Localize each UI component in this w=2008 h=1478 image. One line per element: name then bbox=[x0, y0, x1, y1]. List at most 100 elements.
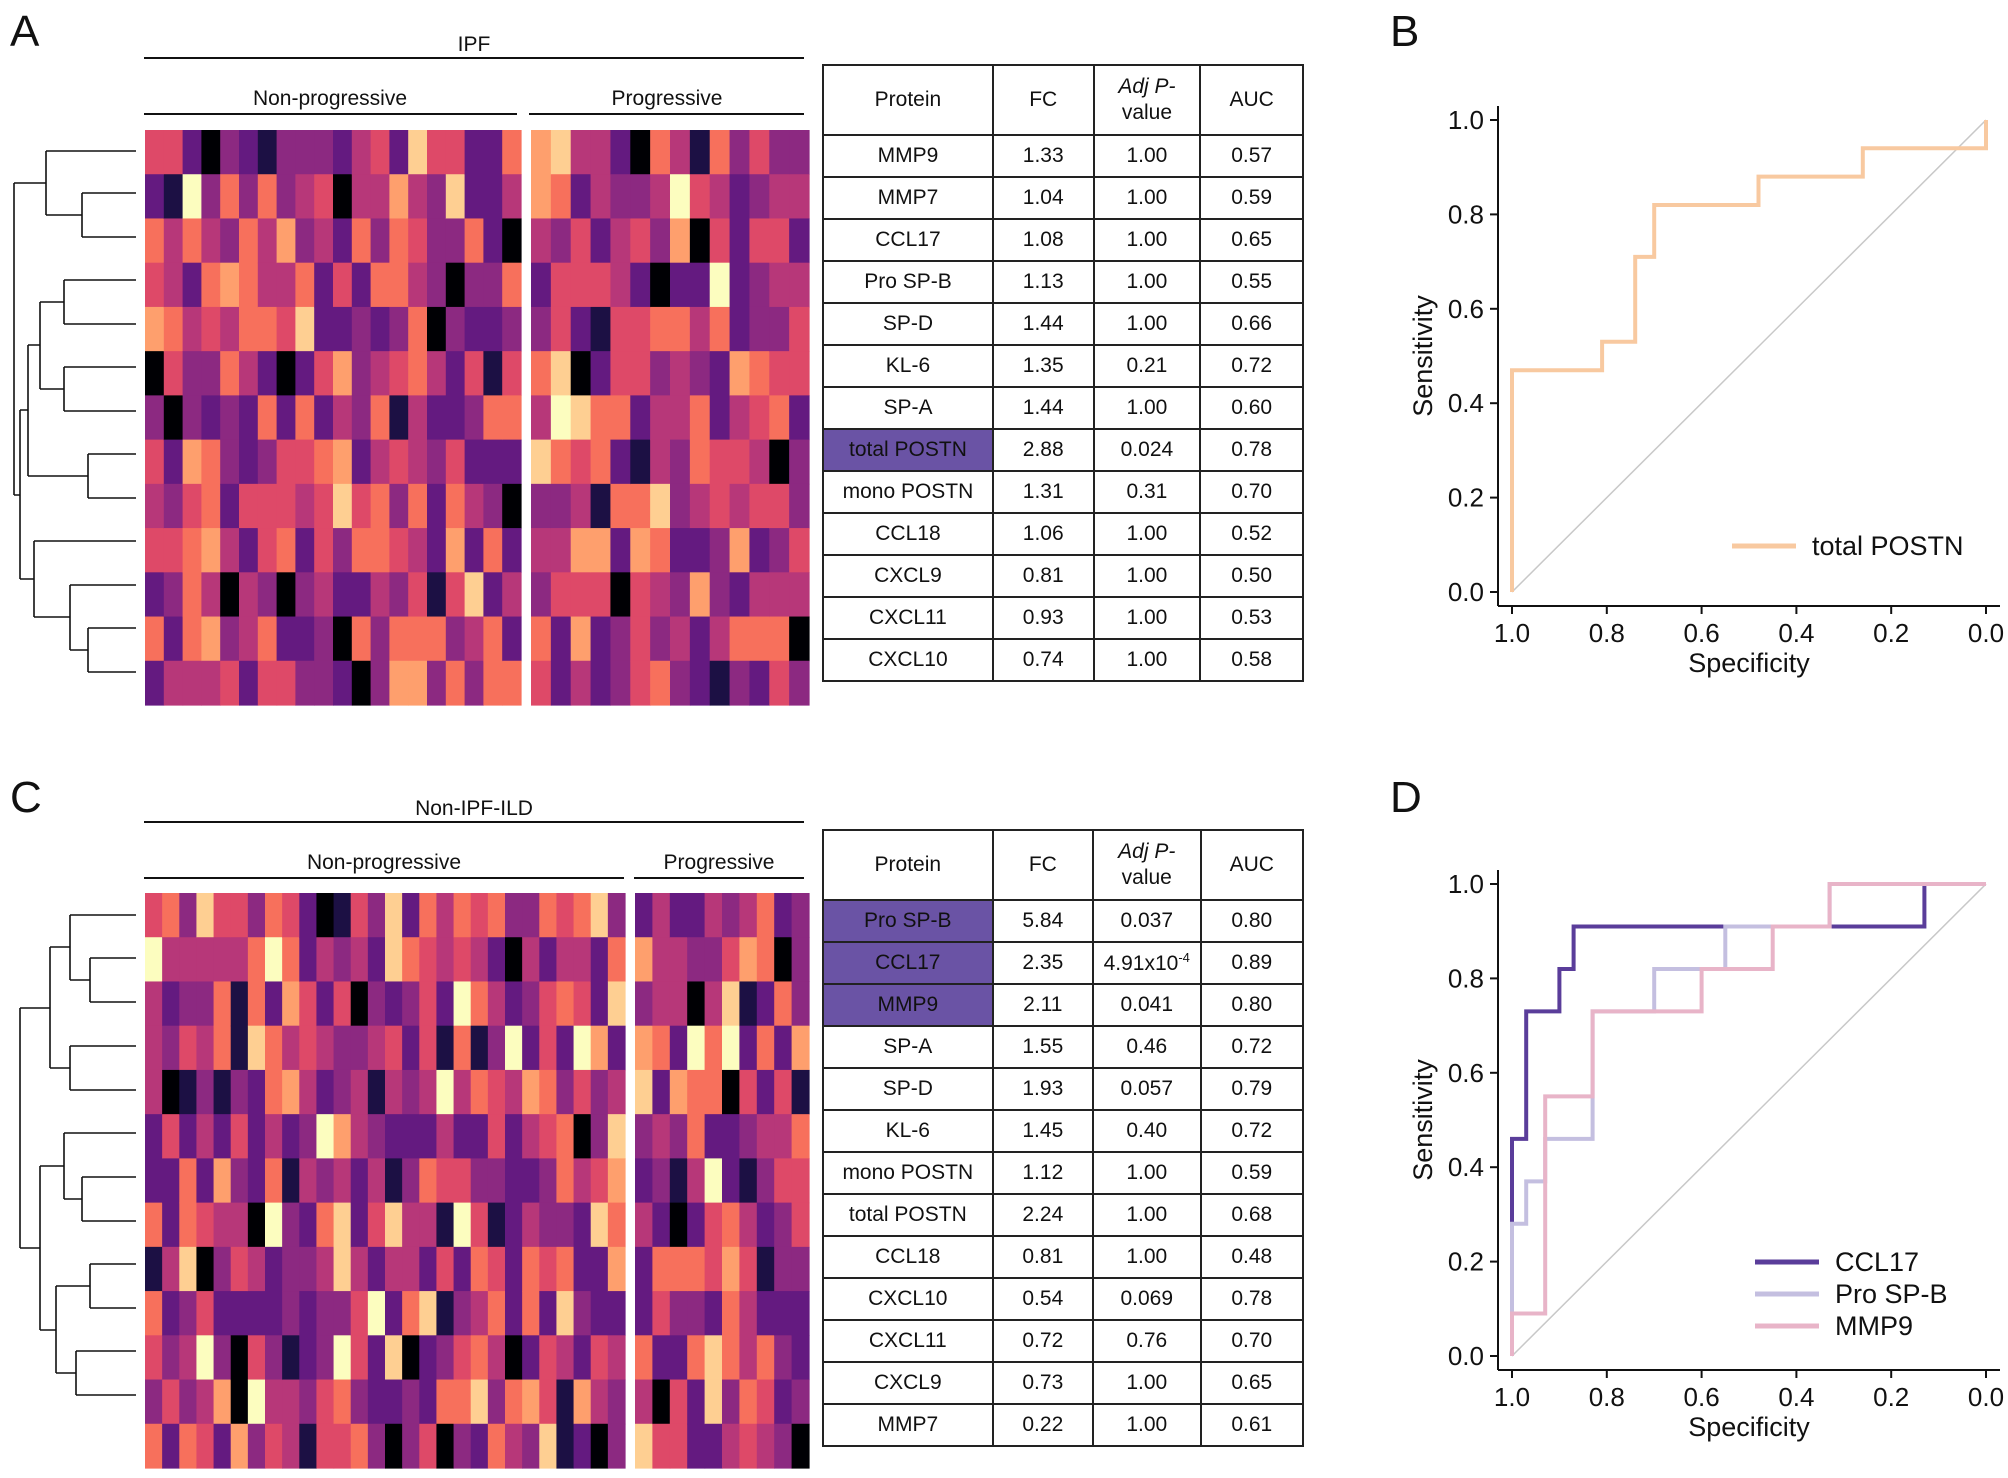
heatmap-cell bbox=[350, 1114, 369, 1159]
heatmap-cell bbox=[220, 483, 240, 529]
heatmap-cell bbox=[408, 218, 428, 264]
heatmap-cell bbox=[276, 262, 296, 308]
heatmap-cell bbox=[239, 528, 259, 573]
heatmap-cell bbox=[179, 1025, 198, 1071]
heatmap-cell bbox=[487, 1246, 506, 1292]
heatmap-cell bbox=[220, 439, 240, 485]
heatmap-cell bbox=[704, 1158, 723, 1204]
heatmap-cell bbox=[722, 1379, 740, 1425]
heatmap-cell bbox=[630, 616, 651, 662]
auc-cell: 0.72 bbox=[1199, 1109, 1304, 1153]
heatmap-cell bbox=[351, 351, 372, 396]
heatmap-cell bbox=[756, 1246, 775, 1292]
heatmap-cell bbox=[282, 1291, 300, 1336]
table-row: MMP9 1.33 1.00 0.57 bbox=[822, 134, 1304, 178]
protein-cell-text: CCL17 bbox=[875, 228, 941, 251]
heatmap-cell bbox=[367, 893, 386, 938]
heatmap-cell bbox=[350, 1291, 369, 1336]
heatmap-cell bbox=[756, 1291, 775, 1336]
heatmap-cell bbox=[464, 130, 484, 175]
heatmap-cell bbox=[590, 351, 612, 396]
protein-cell-text: SP-D bbox=[882, 312, 934, 335]
heatmap-cell bbox=[789, 439, 810, 485]
roc-series-line bbox=[1510, 120, 1988, 592]
heatmap-cell bbox=[370, 351, 390, 396]
heatmap-cell bbox=[607, 893, 626, 938]
heatmap-cell bbox=[689, 130, 711, 175]
heatmap-cell bbox=[230, 1291, 249, 1336]
heatmap-cell bbox=[213, 1379, 232, 1425]
non-ipf-table-body: Pro SP-B 5.84 0.037 0.80 CCL17 2.35 4.91x10-4 0… bbox=[822, 899, 1304, 1447]
heatmap-cell bbox=[791, 1335, 810, 1381]
heatmap-cell bbox=[531, 351, 552, 396]
heatmap-cell bbox=[704, 981, 723, 1027]
protein-cell-text: CCL17 bbox=[875, 951, 941, 974]
table-row: Pro SP-B 5.84 0.037 0.80 bbox=[822, 899, 1304, 943]
heatmap-cell bbox=[704, 893, 723, 938]
heatmap-cell bbox=[570, 572, 592, 618]
heatmap-cell bbox=[145, 1291, 163, 1336]
fc-cell-text: 0.81 bbox=[1022, 1245, 1064, 1268]
heatmap-cell bbox=[689, 616, 711, 662]
heatmap-cell bbox=[453, 981, 472, 1027]
protein-cell: CXCL9 bbox=[822, 554, 994, 598]
heatmap-cell bbox=[704, 1246, 723, 1292]
heatmap-cell bbox=[257, 306, 278, 352]
protein-cell-text: CCL18 bbox=[875, 1245, 941, 1268]
heatmap-cell bbox=[247, 937, 266, 983]
fc-cell: 1.08 bbox=[991, 218, 1095, 262]
heatmap-cell bbox=[367, 1246, 386, 1292]
heatmap-cell bbox=[789, 306, 810, 352]
heatmap-cell bbox=[522, 1114, 540, 1159]
auc-cell: 0.59 bbox=[1199, 1151, 1304, 1195]
heatmap-cell bbox=[470, 1158, 489, 1204]
heatmap-cell bbox=[239, 395, 259, 441]
adj-p-cell: 1.00 bbox=[1092, 1403, 1202, 1447]
auc-cell-text: 0.89 bbox=[1231, 951, 1273, 974]
heatmap-cell bbox=[505, 893, 523, 938]
heatmap-cell bbox=[265, 1379, 283, 1425]
table-row: MMP9 2.11 0.041 0.80 bbox=[822, 983, 1304, 1027]
heatmap-cell bbox=[670, 572, 691, 618]
heatmap-cell bbox=[314, 660, 334, 706]
heatmap-cell bbox=[687, 981, 706, 1027]
auc-cell-text: 0.59 bbox=[1231, 186, 1273, 209]
nonipf-nonprog-label: Non-progressive bbox=[307, 851, 461, 874]
heatmap-cell bbox=[607, 1202, 626, 1248]
heatmap-cell bbox=[550, 174, 572, 220]
heatmap-cell bbox=[709, 351, 731, 396]
table-header-row: Protein FC Adj P-value AUC bbox=[822, 829, 1304, 901]
table-row: MMP7 1.04 1.00 0.59 bbox=[822, 176, 1304, 220]
heatmap-cell bbox=[316, 1291, 335, 1336]
heatmap-cell bbox=[196, 1158, 215, 1204]
protein-cell: MMP7 bbox=[822, 1403, 994, 1447]
heatmap-cell bbox=[722, 1291, 740, 1336]
panel-letter-d: D bbox=[1390, 773, 1422, 822]
heatmap-cell bbox=[607, 1246, 626, 1292]
table-row: KL-6 1.45 0.40 0.72 bbox=[822, 1109, 1304, 1153]
heatmap-cell bbox=[389, 395, 409, 441]
heatmap-cell bbox=[220, 306, 240, 352]
heatmap-cell bbox=[522, 1291, 540, 1336]
heatmap-cell bbox=[689, 395, 711, 441]
heatmap-cell bbox=[464, 351, 484, 396]
heatmap-cell bbox=[756, 1025, 775, 1071]
heatmap-cell bbox=[389, 262, 409, 308]
heatmap-cell bbox=[590, 981, 609, 1027]
heatmap-cell bbox=[749, 660, 770, 706]
heatmap-cell bbox=[590, 1379, 609, 1425]
heatmap-cell bbox=[590, 1246, 609, 1292]
heatmap-cell bbox=[539, 1158, 558, 1204]
heatmap-cell bbox=[739, 1246, 758, 1292]
heatmap-cell bbox=[247, 1335, 266, 1381]
heatmap-cell bbox=[722, 1158, 740, 1204]
heatmap-cell bbox=[370, 660, 390, 706]
heatmap-cell bbox=[550, 306, 572, 352]
heatmap-cell bbox=[464, 439, 484, 485]
heatmap-cell bbox=[385, 1379, 403, 1425]
heatmap-cell bbox=[402, 1246, 420, 1292]
heatmap-cell bbox=[162, 1114, 180, 1159]
protein-cell: SP-A bbox=[822, 1025, 994, 1069]
heatmap-cell bbox=[179, 1202, 198, 1248]
y-axis-label: Sensitivity bbox=[1408, 295, 1438, 417]
